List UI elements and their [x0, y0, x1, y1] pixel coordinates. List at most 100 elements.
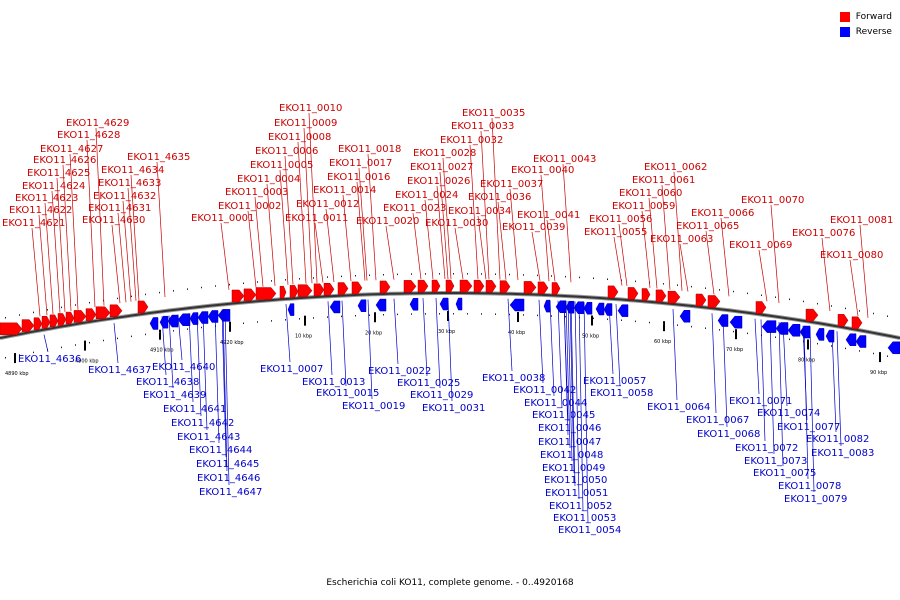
- reverse-gene-label: EKO11_4643: [177, 432, 240, 443]
- forward-gene: [137, 300, 149, 314]
- label-leader: [356, 181, 366, 281]
- forward-gene-label: EKO11_0035: [462, 108, 525, 119]
- forward-gene-label: EKO11_0043: [533, 154, 596, 165]
- reverse-guide-dot: [621, 319, 622, 321]
- forward-guide-dot: [747, 292, 748, 295]
- reverse-gene: [775, 322, 789, 335]
- label-leader: [62, 164, 72, 311]
- forward-gene-label: EKO11_0066: [691, 208, 754, 219]
- forward-guide-dot: [271, 280, 272, 282]
- label-leader: [69, 153, 79, 310]
- label-leader: [358, 167, 368, 281]
- forward-gene-label: EKO11_0069: [729, 240, 792, 251]
- reverse-gene: [761, 320, 777, 333]
- forward-gene: [379, 280, 391, 294]
- tick-label: 20 kbp: [365, 330, 382, 336]
- reverse-guide-dot: [159, 331, 160, 334]
- forward-gene-label: EKO11_0011: [285, 213, 348, 224]
- forward-guide-dot: [719, 289, 720, 291]
- forward-gene-label: EKO11_4621: [2, 218, 65, 229]
- forward-gene-label: EKO11_4624: [22, 181, 85, 192]
- label-leader: [770, 204, 780, 304]
- label-leader: [509, 188, 519, 281]
- label-leader: [314, 222, 324, 283]
- label-leader: [43, 334, 49, 353]
- forward-gene-label: EKO11_4635: [127, 152, 190, 163]
- reverse-gene: [887, 341, 900, 355]
- reverse-guide-dot: [299, 318, 300, 320]
- reverse-gene: [439, 297, 449, 311]
- label-leader: [722, 314, 728, 428]
- label-leader: [220, 222, 230, 290]
- reverse-gene-label: EKO11_0058: [590, 388, 653, 399]
- label-leader: [247, 210, 257, 288]
- forward-gene: [0, 322, 23, 336]
- genome-backbone: [0, 291, 900, 340]
- label-leader: [95, 127, 105, 306]
- forward-gene-label: EKO11_0018: [338, 144, 401, 155]
- reverse-gene-label: EKO11_0044: [524, 398, 587, 409]
- reverse-gene-label: EKO11_0064: [647, 402, 710, 413]
- forward-swatch: [839, 11, 850, 22]
- reverse-swatch: [839, 26, 850, 37]
- label-leader: [760, 319, 766, 442]
- forward-guide-dot: [635, 280, 636, 283]
- reverse-gene-label: EKO11_0053: [553, 513, 616, 524]
- label-leader: [113, 323, 119, 364]
- reverse-guide-dot: [243, 322, 244, 325]
- forward-guide-dot: [131, 295, 132, 298]
- reverse-guide-dot: [523, 314, 524, 316]
- forward-gene-label: EKO11_4629: [66, 118, 129, 129]
- tick-label: 4900 kbp: [75, 359, 99, 365]
- forward-gene: [523, 281, 537, 294]
- label-leader: [341, 300, 347, 387]
- reverse-guide-dot: [887, 355, 888, 357]
- reverse-guide-dot: [439, 313, 440, 315]
- reverse-guide-dot: [411, 313, 412, 315]
- label-leader: [720, 217, 730, 297]
- forward-guide-dot: [173, 290, 174, 292]
- forward-gene: [403, 280, 417, 293]
- forward-gene-label: EKO11_0006: [255, 146, 318, 157]
- forward-gene-label: EKO11_4626: [33, 155, 96, 166]
- label-leader: [327, 301, 333, 376]
- forward-gene-label: EKO11_0041: [517, 210, 580, 221]
- forward-guide-dot: [607, 278, 608, 280]
- forward-guide-dot: [775, 296, 776, 298]
- label-leader: [285, 303, 291, 363]
- reverse-gene-label: EKO11_0074: [757, 408, 820, 419]
- label-leader: [859, 224, 869, 318]
- forward-gene-label: EKO11_0017: [329, 158, 392, 169]
- label-leader: [130, 174, 140, 301]
- label-leader: [557, 300, 563, 409]
- forward-gene: [41, 316, 51, 329]
- forward-gene-label: EKO11_4623: [15, 193, 78, 204]
- reverse-guide-dot: [775, 336, 776, 338]
- reverse-guide-dot: [201, 326, 202, 329]
- label-leader: [412, 212, 422, 280]
- reverse-gene-label: EKO11_0071: [729, 396, 792, 407]
- forward-gene-label: EKO11_4627: [40, 144, 103, 155]
- forward-gene-label: EKO11_0026: [407, 176, 470, 187]
- tick-label: 4890 kbp: [5, 371, 29, 377]
- forward-gene-label: EKO11_0065: [676, 221, 739, 232]
- label-leader: [266, 183, 276, 286]
- forward-guide-dot: [19, 314, 20, 316]
- forward-guide-dot: [691, 285, 692, 288]
- reverse-gene-label: EKO11_0015: [316, 388, 379, 399]
- reverse-guide-dot: [117, 337, 118, 340]
- reverse-gene-label: EKO11_0045: [532, 410, 595, 421]
- forward-gene: [551, 282, 561, 295]
- forward-gene: [297, 284, 313, 297]
- reverse-gene: [177, 313, 191, 326]
- label-leader: [38, 214, 48, 316]
- label-leader: [111, 224, 121, 304]
- label-leader: [836, 331, 842, 447]
- label-leader: [711, 313, 717, 414]
- label-leader: [507, 298, 513, 372]
- label-leader: [641, 210, 651, 288]
- map-caption: Escherichia coli KO11, complete genome. …: [326, 578, 574, 588]
- forward-gene: [351, 281, 363, 295]
- reverse-guide-dot: [467, 313, 468, 315]
- forward-guide-dot: [593, 277, 594, 280]
